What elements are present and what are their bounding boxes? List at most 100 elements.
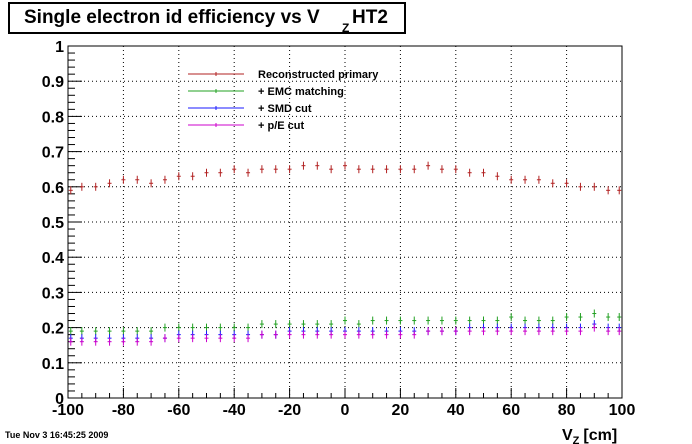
- x-tick-label: 80: [558, 402, 576, 419]
- data-point: [564, 179, 569, 188]
- data-point: [301, 161, 306, 170]
- data-point: [617, 186, 622, 195]
- x-tick-label: -60: [167, 402, 190, 419]
- grid-lines: [68, 46, 622, 398]
- data-point: [149, 337, 154, 346]
- data-point: [232, 165, 237, 174]
- y-tick-label: 0.7: [42, 145, 64, 162]
- data-point: [398, 330, 403, 339]
- data-point: [259, 330, 264, 339]
- data-point: [79, 182, 84, 191]
- data-point: [329, 330, 334, 339]
- y-tick-label: 0.6: [42, 180, 64, 197]
- data-point: [79, 337, 84, 346]
- data-point: [356, 330, 361, 339]
- timestamp: Tue Nov 3 16:45:25 2009: [5, 430, 109, 440]
- data-point: [578, 182, 583, 191]
- data-point: [370, 316, 375, 325]
- data-point: [467, 168, 472, 177]
- data-point: [550, 316, 555, 325]
- data-point: [232, 334, 237, 343]
- data-point: [176, 172, 181, 181]
- y-tick-label: 0.8: [42, 109, 64, 126]
- data-point: [509, 175, 514, 184]
- data-point: [232, 323, 237, 332]
- data-point: [384, 316, 389, 325]
- data-point: [204, 323, 209, 332]
- data-point: [68, 337, 73, 346]
- data-point: [592, 182, 597, 191]
- data-point: [536, 316, 541, 325]
- y-tick-label: 1: [55, 39, 64, 56]
- data-point: [370, 165, 375, 174]
- legend: Reconstructed primary + EMC matching + SMD…: [188, 69, 379, 132]
- x-axis-label-unit: [cm]: [583, 427, 617, 444]
- data-point: [412, 330, 417, 339]
- legend-label: Reconstructed primary: [258, 69, 379, 81]
- x-axis-label: VZ [cm]: [562, 427, 617, 444]
- data-point: [315, 161, 320, 170]
- data-point: [68, 186, 73, 195]
- data-point: [93, 327, 98, 336]
- data-point: [412, 165, 417, 174]
- data-points: [68, 161, 622, 346]
- data-point: [315, 320, 320, 329]
- tick-labels: -100 -80 -60 -40 -20 0 20 40 60 80 100 0 0.1 0.2 0.3 0.…: [42, 39, 636, 419]
- y-tick-label: 0.2: [42, 321, 64, 338]
- data-point: [343, 161, 347, 170]
- data-point: [495, 316, 500, 325]
- data-point: [495, 327, 500, 336]
- data-point: [578, 327, 583, 336]
- data-point: [578, 313, 583, 322]
- data-point: [384, 165, 389, 174]
- data-point: [218, 168, 223, 177]
- data-point: [107, 337, 112, 346]
- data-point: [246, 323, 251, 332]
- data-point: [509, 313, 514, 322]
- chart-title-subscript: Z: [342, 21, 350, 35]
- data-point: [246, 334, 251, 343]
- data-point: [536, 175, 541, 184]
- data-point: [426, 327, 431, 336]
- data-point: [176, 334, 181, 343]
- data-point: [550, 327, 555, 336]
- data-point: [259, 165, 264, 174]
- data-point: [135, 175, 140, 184]
- data-point: [135, 337, 140, 346]
- data-point: [149, 327, 154, 336]
- data-point: [453, 316, 458, 325]
- data-point: [398, 165, 403, 174]
- data-point: [564, 313, 569, 322]
- y-tick-label: 0.9: [42, 74, 64, 91]
- data-point: [523, 327, 528, 336]
- data-point: [204, 168, 209, 177]
- data-point: [398, 316, 403, 325]
- data-point: [453, 165, 458, 174]
- data-point: [606, 327, 611, 336]
- y-tick-label: 0.3: [42, 285, 64, 302]
- data-point: [412, 316, 417, 325]
- data-point: [343, 330, 347, 339]
- data-point: [246, 168, 251, 177]
- data-point: [93, 182, 98, 191]
- data-point: [107, 327, 112, 336]
- data-point: [617, 327, 622, 336]
- data-point: [218, 334, 223, 343]
- y-tick-label: 0: [55, 391, 64, 408]
- x-tick-label: -80: [112, 402, 135, 419]
- data-point: [343, 316, 347, 325]
- data-point: [329, 320, 334, 329]
- data-point: [356, 320, 361, 329]
- data-point: [121, 337, 126, 346]
- data-point: [523, 316, 528, 325]
- data-point: [370, 330, 375, 339]
- data-point: [523, 175, 528, 184]
- data-point: [356, 165, 361, 174]
- chart-title: Single electron id efficiency vs V: [24, 7, 320, 28]
- data-point: [218, 323, 223, 332]
- x-tick-label: -100: [52, 402, 84, 419]
- legend-label: + SMD cut: [258, 103, 312, 115]
- data-point: [79, 327, 84, 336]
- data-point: [287, 165, 292, 174]
- data-point: [259, 320, 264, 329]
